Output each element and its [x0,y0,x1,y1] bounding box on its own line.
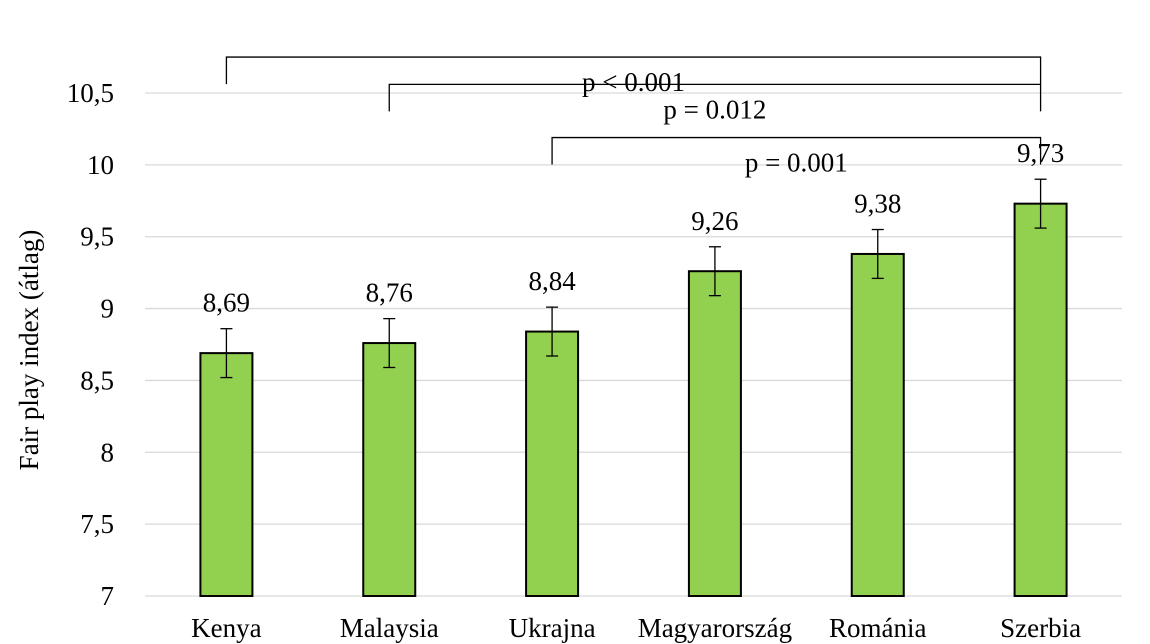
y-tick-label: 7 [101,581,115,611]
y-tick-label: 9,5 [80,222,114,252]
significance-bracket [225,56,1042,85]
y-tick-label: 10,5 [67,78,114,108]
data-labels: 8,69 8,76 8,849,269,389,73 [203,138,1064,317]
significance-bracket [388,83,1042,112]
y-axis-title: Fair play index (átlag) [14,230,44,471]
category-label: Kenya [191,613,261,643]
y-axis-tick-labels: 7 7,5 8 8,5 9 9,5 10 10,5 [67,78,114,611]
bar [1013,202,1068,597]
gridlines [145,92,1122,597]
y-tick-label: 8,5 [80,365,114,395]
y-tick-label: 10 [87,150,114,180]
category-label: Románia [829,613,926,643]
y-tick-label: 9 [101,294,115,324]
p-value-label: p = 0.012 [663,94,766,124]
category-label: Szerbia [1000,613,1081,643]
data-label: 9,38 [854,189,901,219]
y-tick-label: 7,5 [80,509,114,539]
data-label: 8,84 [528,266,576,296]
bar [525,330,580,597]
category-label: Malaysia [340,613,439,643]
bar [850,252,905,598]
x-axis-category-labels: Kenya Malaysia Ukrajna Magyarország Románia S… [191,613,1081,643]
y-tick-label: 8 [101,437,115,467]
bars [199,202,1068,598]
bar [687,270,742,597]
error-bars [220,178,1047,379]
significance-bracket [551,136,1042,165]
data-label: 9,26 [691,206,738,236]
category-label: Magyarország [638,613,792,643]
p-value-label: p = 0.001 [745,148,848,178]
data-label: 8,76 [366,278,413,308]
bar [362,342,417,598]
p-value-label: p < 0.001 [582,67,685,97]
data-label: 8,69 [203,288,250,318]
bar [199,352,254,597]
category-label: Ukrajna [509,613,596,643]
